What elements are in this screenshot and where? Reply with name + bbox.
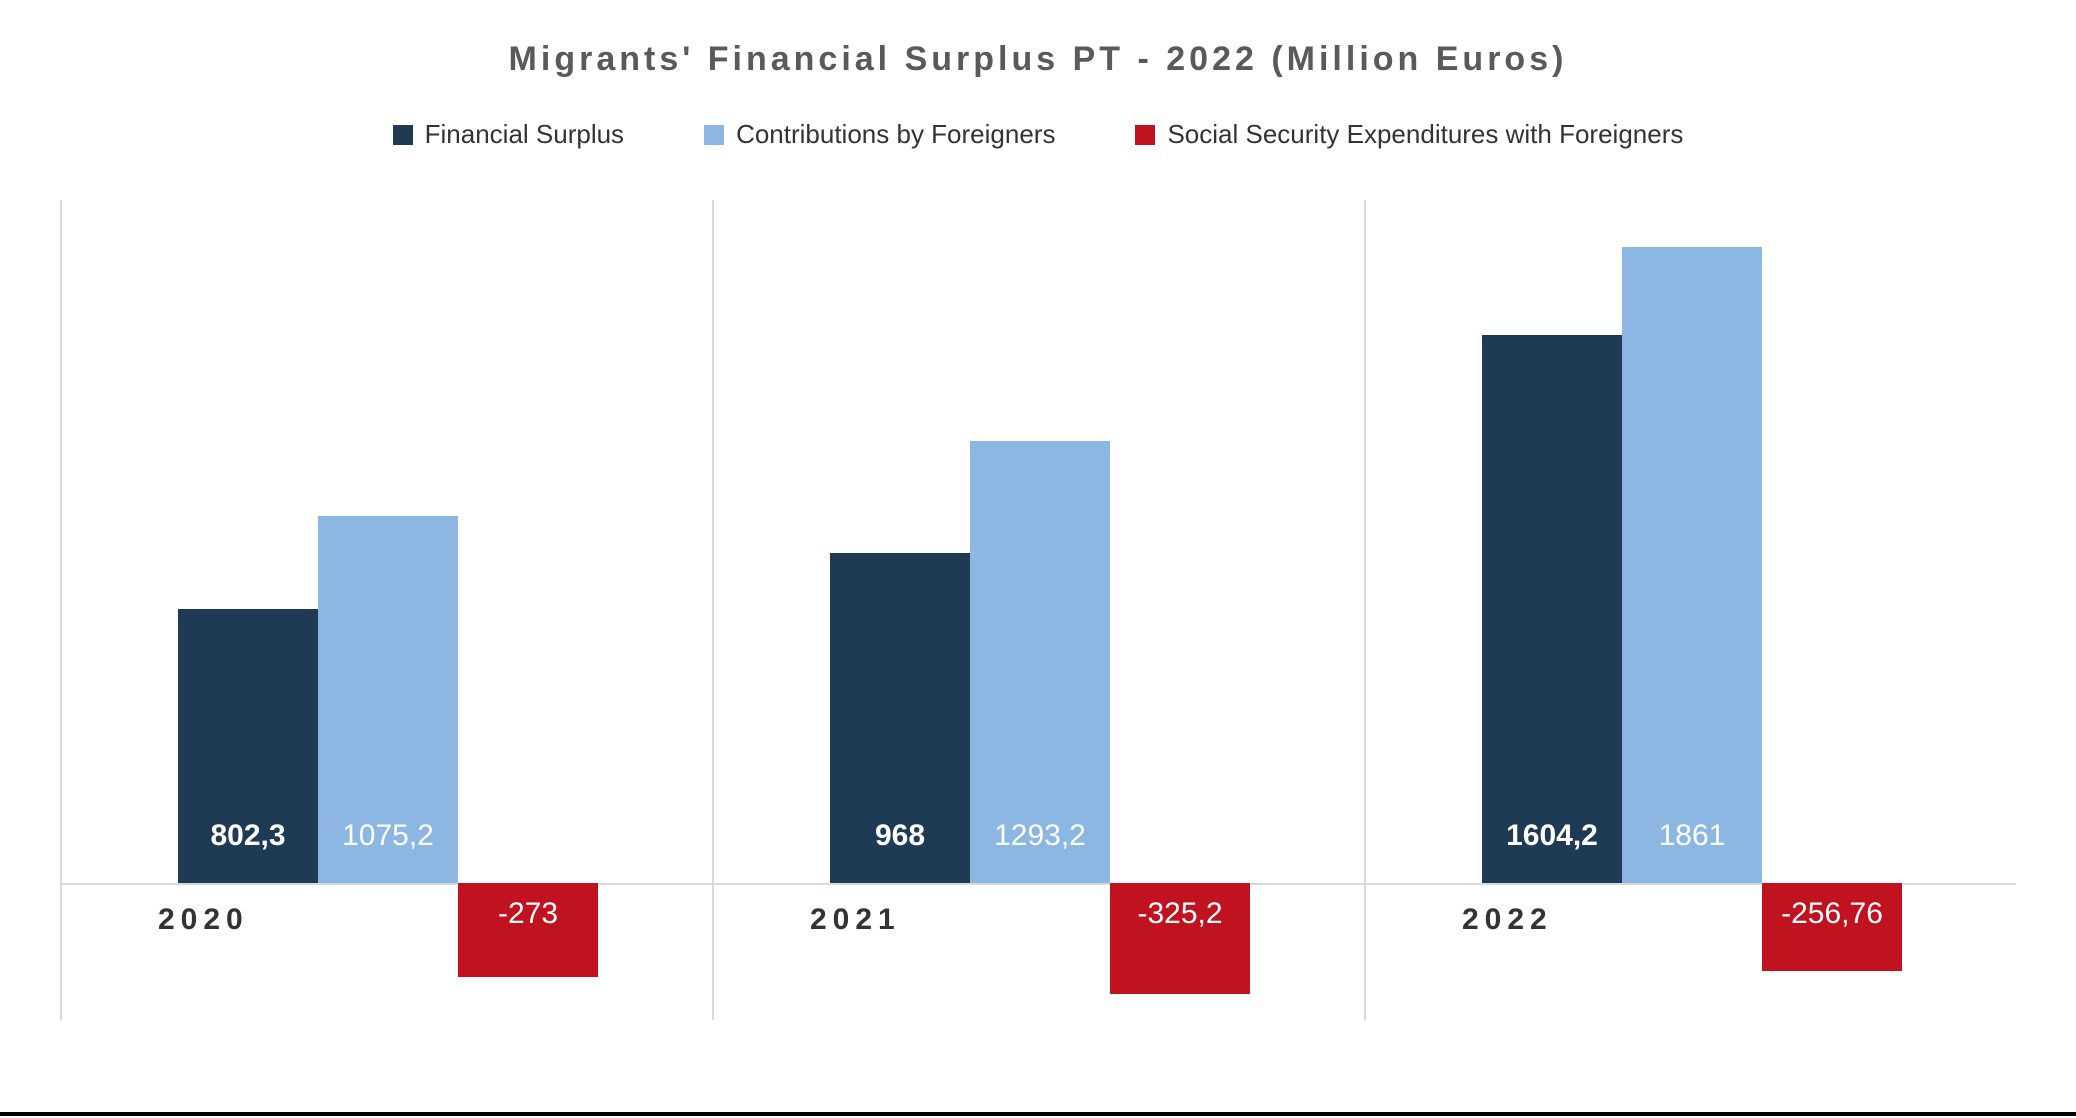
plot-area: 9681293,2 -325,2 2021 bbox=[714, 200, 1364, 1020]
bar: 968 bbox=[830, 553, 970, 884]
chart-container: Migrants' Financial Surplus PT - 2022 (M… bbox=[0, 0, 2076, 1118]
bar: 802,3 bbox=[178, 609, 318, 883]
bar: 1293,2 bbox=[970, 441, 1110, 883]
year-label: 2022 bbox=[1462, 903, 1553, 937]
legend-item-contributions: Contributions by Foreigners bbox=[704, 119, 1055, 150]
bar: -325,2 bbox=[1110, 883, 1250, 994]
bar: -256,76 bbox=[1762, 883, 1902, 971]
plot-area: 1604,21861 -256,76 2022 bbox=[1366, 200, 2016, 1020]
bar: 1075,2 bbox=[318, 516, 458, 883]
bar-value-label: 1861 bbox=[1622, 819, 1762, 853]
bottom-rule bbox=[0, 1112, 2076, 1116]
bar-value-label: 802,3 bbox=[178, 819, 318, 853]
bar-value-label: 1075,2 bbox=[318, 819, 458, 853]
chart-panel: 9681293,2 -325,2 2021 bbox=[712, 200, 1364, 1020]
legend-label: Contributions by Foreigners bbox=[736, 119, 1055, 150]
legend-label: Social Security Expenditures with Foreig… bbox=[1167, 119, 1683, 150]
bar-value-label: 1293,2 bbox=[970, 819, 1110, 853]
zero-axis-line bbox=[1366, 883, 2016, 885]
legend-item-surplus: Financial Surplus bbox=[393, 119, 624, 150]
bar-value-label: -273 bbox=[458, 897, 598, 931]
bar: -273 bbox=[458, 883, 598, 976]
year-label: 2021 bbox=[810, 903, 901, 937]
legend-swatch-icon bbox=[1135, 125, 1155, 145]
zero-axis-line bbox=[62, 883, 712, 885]
bar: 1604,2 bbox=[1482, 335, 1622, 883]
legend: Financial Surplus Contributions by Forei… bbox=[60, 119, 2016, 150]
bar-value-label: -256,76 bbox=[1762, 897, 1902, 931]
chart-title: Migrants' Financial Surplus PT - 2022 (M… bbox=[60, 40, 2016, 79]
bar: 1861 bbox=[1622, 247, 1762, 883]
legend-label: Financial Surplus bbox=[425, 119, 624, 150]
plot-area: 802,31075,2 -273 2020 bbox=[62, 200, 712, 1020]
bar-value-label: -325,2 bbox=[1110, 897, 1250, 931]
legend-swatch-icon bbox=[393, 125, 413, 145]
bar-value-label: 968 bbox=[830, 819, 970, 853]
chart-panel: 1604,21861 -256,76 2022 bbox=[1364, 200, 2016, 1020]
chart-panels: 802,31075,2 -273 2020 9681293,2 -325,2 2021 16… bbox=[60, 200, 2016, 1020]
legend-swatch-icon bbox=[704, 125, 724, 145]
bar-value-label: 1604,2 bbox=[1482, 819, 1622, 853]
zero-axis-line bbox=[714, 883, 1364, 885]
year-label: 2020 bbox=[158, 903, 249, 937]
legend-item-expenditures: Social Security Expenditures with Foreig… bbox=[1135, 119, 1683, 150]
chart-panel: 802,31075,2 -273 2020 bbox=[60, 200, 712, 1020]
